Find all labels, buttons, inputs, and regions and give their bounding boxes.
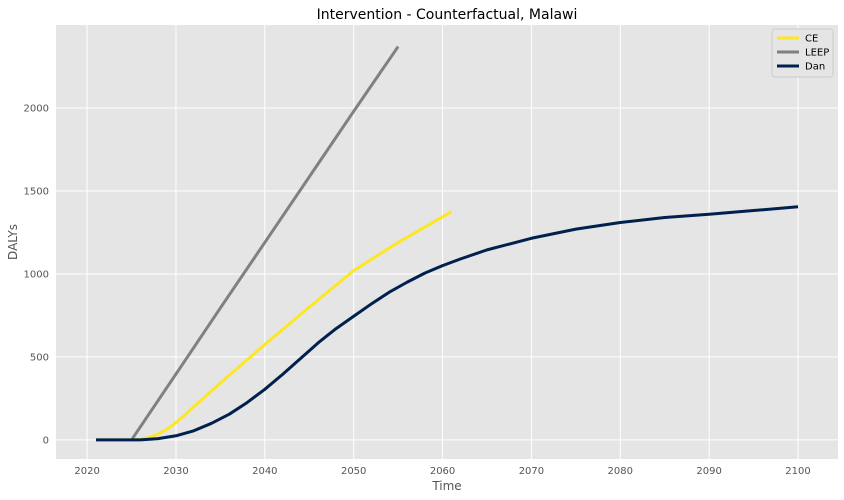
series-line-leep (130, 45, 400, 441)
x-tick-label: 2040 (252, 466, 277, 477)
x-tick-label: 2050 (341, 466, 366, 477)
x-axis-label: Time (431, 479, 461, 493)
y-tick-label: 1000 (24, 269, 49, 280)
x-tick-label: 2080 (608, 466, 633, 477)
x-tick-label: 2060 (430, 466, 455, 477)
legend: CE LEEP Dan (771, 28, 834, 78)
legend-label-ce: CE (805, 34, 818, 45)
plot-background (56, 25, 838, 459)
x-tick-label: 2030 (163, 466, 188, 477)
legend-label-leep: LEEP (805, 48, 829, 59)
tick-labels: 2020 2030 2040 2050 2060 2070 2080 2090 2100 0 500… (24, 103, 811, 477)
y-tick-label: 1500 (24, 186, 49, 197)
y-axis-label: DALYs (6, 224, 20, 260)
legend-label-dan: Dan (805, 62, 825, 73)
y-tick-label: 0 (43, 435, 49, 446)
x-tick-label: 2100 (785, 466, 810, 477)
x-tick-label: 2070 (519, 466, 544, 477)
chart-title: Intervention - Counterfactual, Malawi (317, 7, 578, 23)
x-tick-label: 2020 (74, 466, 99, 477)
series-lines (95, 45, 799, 442)
y-tick-label: 500 (30, 352, 49, 363)
x-tick-label: 2090 (696, 466, 721, 477)
series-line-dan (95, 205, 799, 442)
y-tick-label: 2000 (24, 103, 49, 114)
